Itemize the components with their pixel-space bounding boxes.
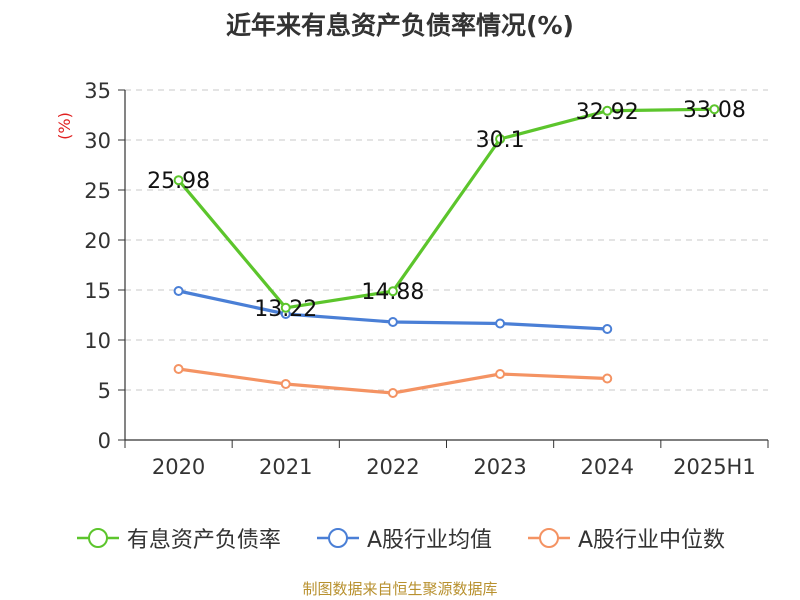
x-tick-label: 2022 [366,455,419,479]
data-label: 33.08 [683,98,746,123]
data-label: 14.88 [361,280,424,305]
data-point [387,388,398,398]
legend-item[interactable]: A股行业中位数 [526,522,725,554]
y-tick-label: 35 [84,79,111,103]
data-point [280,379,291,389]
data-point [173,175,184,186]
series-lines [173,104,720,398]
data-point [495,134,506,144]
data-point [173,286,184,296]
y-tick-label: 30 [84,129,111,153]
y-tick-label: 25 [84,179,111,203]
y-axis-title: (%) [55,112,74,140]
legend-label: A股行业中位数 [578,528,726,553]
data-label: 25.98 [147,169,210,194]
chart-title: 近年来有息资产负债率情况(%) [226,11,574,40]
data-label: 30.1 [476,128,525,153]
data-point [173,364,184,374]
x-tick-label: 2024 [581,455,634,479]
y-tick-label: 10 [84,329,111,353]
x-tick-label: 2025H1 [673,455,756,479]
data-point [387,286,398,297]
data-point [495,369,506,379]
legend-item[interactable]: 有息资产负债率 [75,522,281,554]
series-line [176,107,717,310]
y-tick-label: 5 [98,379,111,403]
legend-marker-icon [528,528,570,548]
data-label: 13.22 [254,297,317,322]
x-tick-label: 2020 [152,455,205,479]
y-tick-label: 15 [84,279,111,303]
data-point [709,104,720,115]
legend-label: 有息资产负债率 [126,528,281,553]
legend-item[interactable]: A股行业均值 [315,522,492,554]
y-tick-label: 0 [98,429,111,453]
legend-marker-icon [316,528,359,548]
source-note: 制图数据来自恒生聚源数据库 [302,580,498,598]
data-point [602,105,613,116]
y-tick-label: 20 [84,229,111,253]
data-point [280,302,291,313]
data-point [495,318,506,329]
data-label: 32.92 [576,100,639,125]
data-labels: 25.98 13.22 14.88 30.1 32.92 33.08 [147,98,746,322]
legend-marker-icon [76,528,119,548]
legend: 有息资产负债率 A股行业均值 A股行业中位数 [0,518,800,558]
x-tick-label: 2021 [259,455,312,479]
data-point [602,373,613,384]
axes: 0 5 10 15 20 25 30 35 (%) 2020 2021 2022 2023 2024 202… [55,79,769,479]
grid-lines [125,89,768,391]
legend-label: A股行业均值 [366,528,492,553]
x-tick-label: 2023 [473,455,526,479]
data-point [602,324,613,334]
data-point [387,317,398,327]
